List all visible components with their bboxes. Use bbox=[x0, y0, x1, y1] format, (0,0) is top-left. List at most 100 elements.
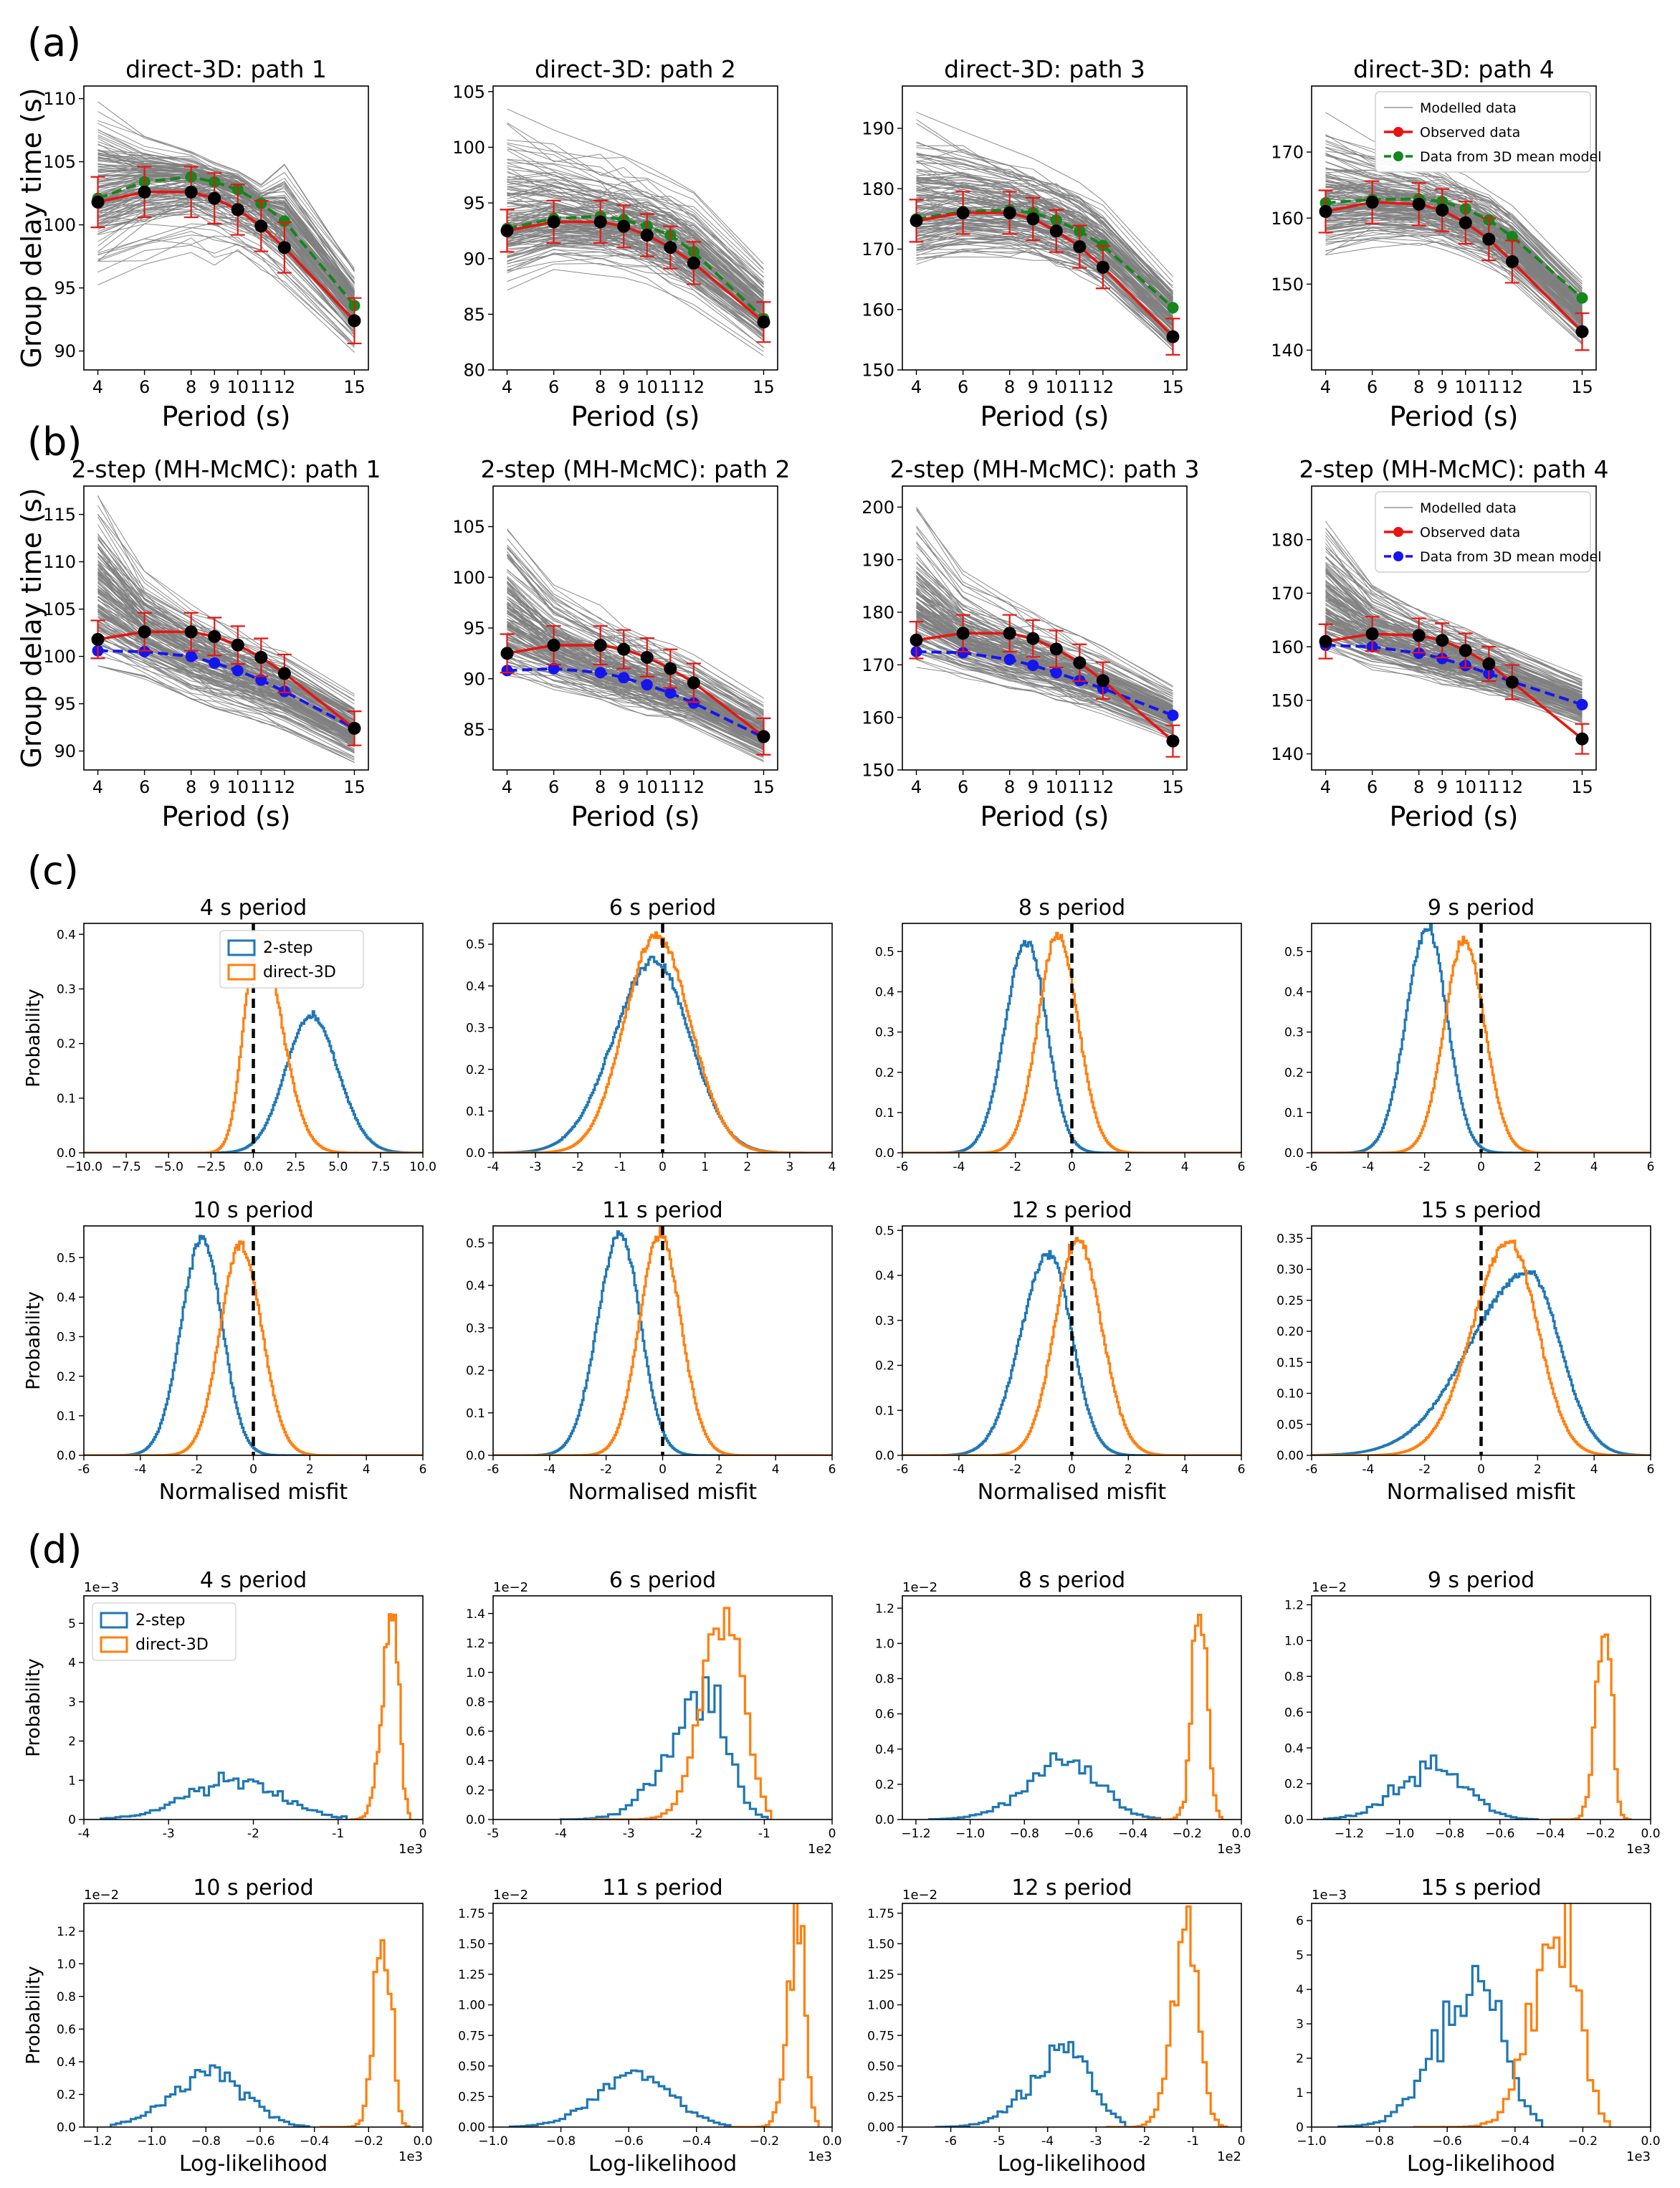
a1-xtick-label: 6 bbox=[139, 377, 150, 397]
c5-xtick-label: -4 bbox=[134, 1462, 146, 1477]
modelled-line bbox=[916, 156, 1173, 292]
d7-ytick-label: 1.25 bbox=[867, 1968, 894, 1982]
hist-two-step bbox=[1312, 923, 1651, 1153]
a2-xtick-label: 15 bbox=[753, 377, 775, 397]
c1-ytick-label: 0.4 bbox=[57, 928, 76, 942]
modelled-line bbox=[507, 184, 764, 297]
d4-xtick-label: −0.6 bbox=[1485, 1827, 1514, 1841]
observed-point bbox=[1073, 656, 1087, 670]
c5-xtick-label: -6 bbox=[78, 1462, 90, 1477]
b3-xtick-label: 10 bbox=[1045, 777, 1067, 797]
c8-ytick-label: 0.15 bbox=[1276, 1356, 1304, 1370]
d3-y-multiplier: 1e−2 bbox=[902, 1580, 937, 1595]
modelled-line bbox=[916, 637, 1173, 725]
c3-ytick-label: 0.4 bbox=[875, 986, 894, 1000]
c8-xtick-label: 0 bbox=[1477, 1462, 1485, 1477]
modelled-line bbox=[916, 562, 1173, 703]
b1-xtick-label: 6 bbox=[139, 777, 150, 797]
mean-model-point bbox=[255, 674, 267, 686]
observed-point bbox=[617, 219, 631, 233]
mean-model-line bbox=[1325, 197, 1583, 300]
d8-ytick-label: 0 bbox=[1296, 2121, 1304, 2135]
d5-ytick-label: 0.4 bbox=[57, 2055, 76, 2070]
c6-xtick-label: 0 bbox=[659, 1462, 667, 1477]
d2-ytick-label: 1.2 bbox=[466, 1637, 485, 1651]
a2-xtick-label: 9 bbox=[619, 377, 629, 397]
modelled-line bbox=[916, 667, 1173, 741]
modelled-line bbox=[1325, 641, 1583, 723]
b4-xtick-label: 12 bbox=[1502, 777, 1524, 797]
d3-xtick-label: −1.0 bbox=[955, 1827, 985, 1841]
a4-xtick-label: 6 bbox=[1367, 377, 1378, 397]
c2-xtick-label: -1 bbox=[614, 1160, 626, 1174]
a1-xtick-label: 9 bbox=[209, 377, 220, 397]
chart-b1: 4 6 8 9 10 11 12 15 90 95 100 105 110 115 2-step (MH-M… bbox=[16, 455, 381, 832]
c8-ytick-label: 0.10 bbox=[1276, 1387, 1304, 1402]
modelled-line bbox=[1325, 214, 1583, 320]
d7-frame bbox=[902, 1903, 1242, 2128]
b2-ytick-label: 100 bbox=[452, 568, 485, 588]
b1-ytick-label: 100 bbox=[43, 647, 76, 667]
hist-two-step bbox=[1322, 1754, 1539, 1820]
b2-xtick-label: 15 bbox=[753, 777, 775, 797]
c4-xtick-label: -6 bbox=[1306, 1160, 1318, 1174]
modelled-line bbox=[507, 615, 764, 736]
modelled-line bbox=[97, 249, 355, 348]
c3-xtick-label: 4 bbox=[1181, 1160, 1189, 1174]
modelled-line bbox=[1325, 177, 1583, 303]
modelled-line bbox=[97, 536, 355, 710]
modelled-line bbox=[916, 571, 1173, 703]
c5-ytick-label: 0.1 bbox=[57, 1409, 76, 1424]
d8-xtick-label: −0.6 bbox=[1433, 2134, 1462, 2149]
modelled-line bbox=[97, 154, 355, 290]
observed-point bbox=[91, 632, 105, 646]
d7-ytick-label: 1.50 bbox=[867, 1937, 894, 1951]
legend-marker bbox=[1393, 127, 1403, 137]
d5-y-multiplier: 1e−2 bbox=[84, 1888, 119, 1903]
modelled-line bbox=[1325, 237, 1583, 337]
b1-ytick-label: 110 bbox=[43, 552, 76, 572]
modelled-line bbox=[916, 649, 1173, 735]
c6-xtick-label: 6 bbox=[829, 1462, 836, 1477]
c6-ytick-label: 0.1 bbox=[466, 1407, 485, 1421]
d8-xlabel: Log-likelihood bbox=[1407, 2151, 1555, 2177]
modelled-line bbox=[507, 245, 764, 338]
observed-point bbox=[1575, 732, 1589, 746]
hist-two-step bbox=[935, 2040, 1127, 2127]
c8-ytick-label: 0.30 bbox=[1276, 1263, 1304, 1278]
observed-point bbox=[1003, 627, 1016, 640]
d1-ytick-label: 2 bbox=[68, 1735, 76, 1749]
mean-model-point bbox=[1003, 654, 1016, 665]
modelled-line bbox=[507, 180, 764, 296]
c2-xtick-label: 4 bbox=[829, 1160, 836, 1174]
legend-marker bbox=[1393, 151, 1403, 161]
modelled-line bbox=[1325, 626, 1583, 718]
c8-ytick-label: 0.00 bbox=[1276, 1449, 1304, 1463]
modelled-line bbox=[916, 229, 1173, 325]
modelled-line bbox=[97, 150, 355, 280]
d7-ytick-label: 0.75 bbox=[867, 2029, 894, 2043]
d1-x-offset: 1e3 bbox=[398, 1842, 423, 1857]
modelled-line bbox=[916, 525, 1173, 692]
legend-swatch bbox=[227, 939, 256, 956]
chart-d6: −1.0 −0.8 −0.6 −0.4 −0.2 0.0 0.00 0.25 0.50 0.75 1… bbox=[458, 1875, 841, 2177]
a1-title: direct-3D: path 1 bbox=[125, 55, 327, 83]
c8-xtick-label: 4 bbox=[1590, 1462, 1598, 1477]
a3-xtick-label: 12 bbox=[1092, 377, 1115, 397]
modelled-line bbox=[97, 235, 355, 346]
modelled-line bbox=[97, 141, 355, 285]
modelled-line bbox=[507, 148, 764, 285]
d2-ytick-label: 0.0 bbox=[466, 1813, 485, 1827]
observed-point bbox=[956, 206, 970, 219]
chart-d2: -5 -4 -3 -2 -1 0 0.0 0.2 0.4 0.6 0.8 1.0 1.2 1.4 6 s p… bbox=[466, 1568, 836, 1857]
a4-xtick-label: 4 bbox=[1320, 377, 1331, 397]
b2-xtick-label: 4 bbox=[502, 777, 512, 797]
d7-xtick-label: 0 bbox=[1238, 2134, 1246, 2149]
modelled-line bbox=[1325, 642, 1583, 723]
b1-xtick-label: 11 bbox=[250, 777, 272, 797]
b3-xtick-label: 8 bbox=[1004, 777, 1015, 797]
modelled-line bbox=[507, 656, 764, 751]
modelled-line bbox=[97, 571, 355, 714]
chart-d4: −1.2 −1.0 −0.8 −0.6 −0.4 −0.2 0.0 0.0 0.2 0.4 0.6 0… bbox=[1284, 1568, 1661, 1857]
modelled-line bbox=[507, 544, 764, 703]
